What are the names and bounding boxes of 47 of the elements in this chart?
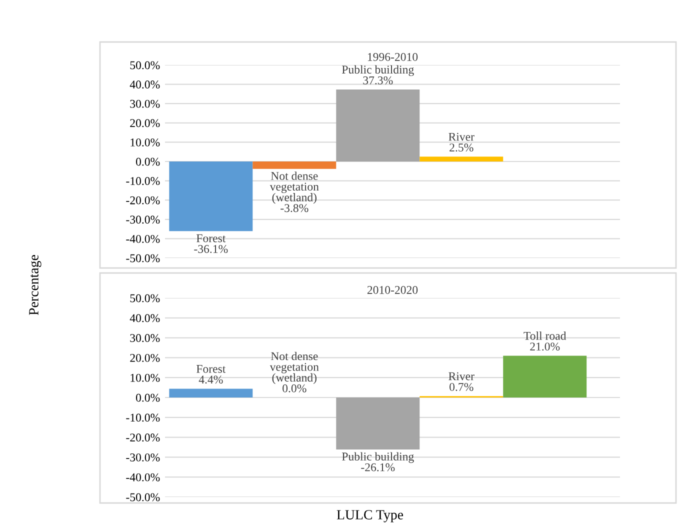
category-label: Public building — [342, 452, 414, 463]
bar — [252, 162, 336, 169]
y-tick-label: -20.0% — [126, 196, 160, 204]
chart-title: 2010-2020 — [367, 286, 418, 294]
data-label: -26.1% — [361, 463, 395, 472]
y-tick-label: -40.0% — [126, 234, 160, 243]
y-tick-label: 0.0% — [136, 158, 160, 166]
data-label: -3.8% — [280, 204, 308, 212]
y-tick-label: 30.0% — [130, 100, 160, 108]
y-tick-label: 50.0% — [130, 61, 160, 70]
y-tick-label: 40.0% — [130, 314, 160, 322]
y-tick-label: -10.0% — [126, 177, 160, 186]
y-tick-label: -10.0% — [126, 414, 160, 422]
bar — [420, 156, 504, 162]
y-tick-label: 40.0% — [130, 80, 160, 89]
y-tick-label: 30.0% — [130, 334, 160, 342]
category-label: Not dense vegetation (wetland) — [270, 352, 319, 384]
y-tick-label: -40.0% — [126, 473, 160, 482]
y-tick-label: -50.0% — [126, 254, 160, 262]
x-axis-title: LULC Type — [336, 510, 404, 522]
bar — [336, 90, 420, 162]
y-tick-label: 20.0% — [130, 119, 160, 128]
category-label: Forest — [196, 365, 226, 373]
data-label: 0.7% — [450, 382, 474, 391]
data-label: 37.3% — [363, 76, 393, 84]
data-label: 2.5% — [450, 144, 474, 152]
y-tick-label: -30.0% — [126, 216, 160, 224]
chart-title: 1996-2010 — [368, 52, 418, 61]
data-label: 0.0% — [282, 384, 306, 392]
bar — [169, 388, 253, 398]
data-label: 4.4% — [198, 376, 223, 384]
y-tick-label: 20.0% — [130, 354, 160, 362]
bar — [503, 356, 587, 398]
data-label: -36.1% — [194, 245, 228, 254]
y-tick-label: 50.0% — [130, 294, 160, 302]
y-tick-label: 0.0% — [136, 394, 160, 402]
y-tick-label: -30.0% — [126, 453, 160, 462]
y-axis-title: Percentage — [29, 255, 42, 316]
y-tick-label: -50.0% — [126, 493, 160, 502]
bar — [336, 398, 420, 450]
y-tick-label: -20.0% — [126, 434, 160, 442]
bar — [169, 162, 253, 232]
y-tick-label: 10.0% — [130, 374, 160, 382]
category-label: Toll road — [524, 332, 566, 340]
category-label: River — [448, 372, 474, 380]
y-tick-label: 10.0% — [130, 138, 160, 146]
data-label: 21.0% — [530, 342, 560, 351]
